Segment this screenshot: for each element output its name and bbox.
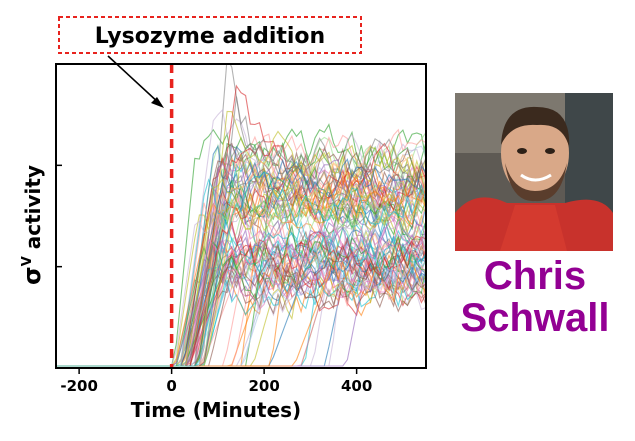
annotation-label: Lysozyme addition: [95, 24, 325, 49]
x-ticks: -200 0 200 400: [60, 368, 372, 395]
x-tick-label: 200: [248, 377, 279, 395]
person-photo: [455, 93, 613, 251]
x-tick-label: 400: [341, 377, 372, 395]
annotation-arrow: [107, 55, 161, 105]
x-tick-label: 0: [166, 377, 176, 395]
annotation-arrowhead: [151, 97, 164, 108]
person-first-name: Chris: [483, 254, 587, 298]
y-axis-label: σV activity: [18, 165, 46, 285]
series-layer: [56, 64, 426, 367]
series-line: [56, 227, 426, 367]
y-ticks: [56, 164, 62, 268]
annotation-box: [58, 16, 362, 54]
series-line: [56, 171, 426, 367]
x-axis-label: Time (Minutes): [131, 398, 301, 422]
plot-frame: [55, 63, 427, 369]
person-last-name: Schwall: [460, 296, 610, 340]
x-tick-label: -200: [60, 377, 98, 395]
